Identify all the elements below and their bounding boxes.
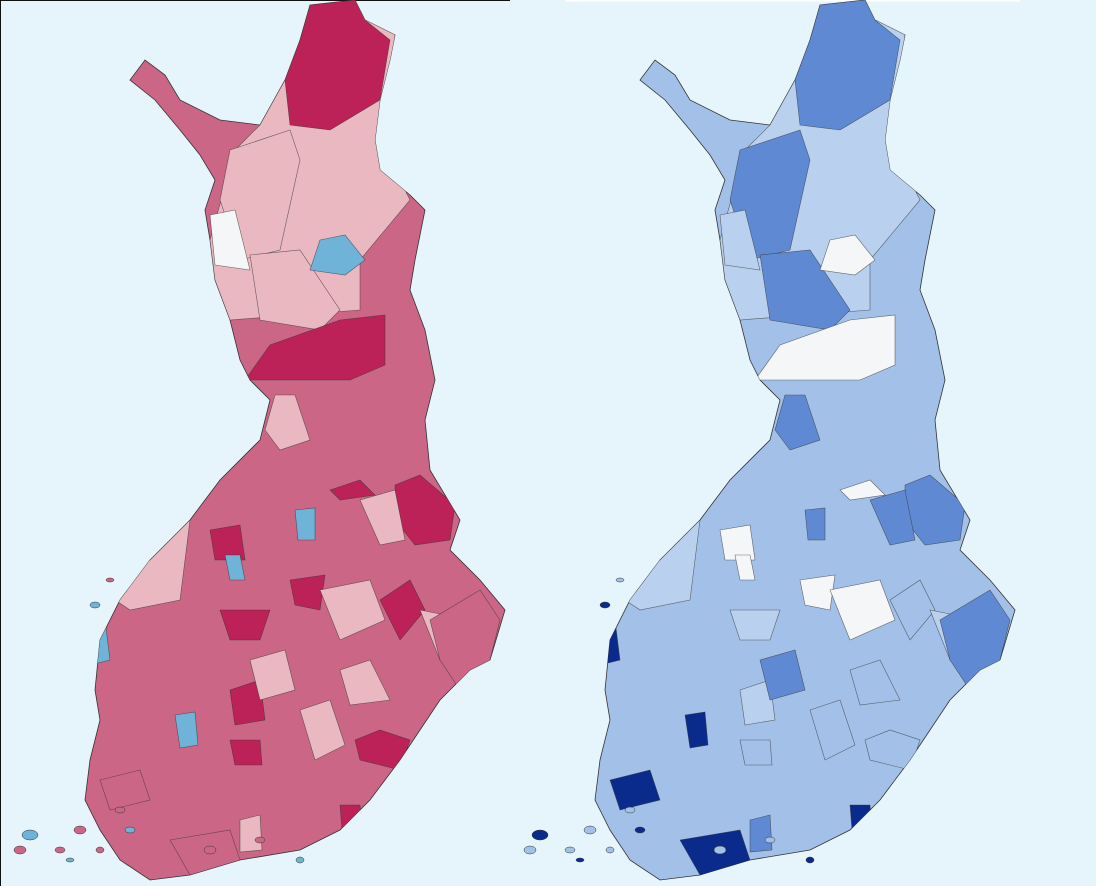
island <box>615 577 625 583</box>
municipality <box>379 579 426 641</box>
island <box>713 845 727 855</box>
municipality <box>719 524 756 561</box>
island <box>21 829 39 841</box>
municipality <box>289 574 326 611</box>
municipality <box>759 649 806 701</box>
island <box>583 825 597 835</box>
municipality <box>219 129 301 261</box>
municipality <box>869 489 916 546</box>
island <box>599 601 611 609</box>
municipality <box>799 574 836 611</box>
regions <box>85 0 501 876</box>
choropleth-map <box>523 0 1016 881</box>
municipality <box>754 314 896 381</box>
island <box>65 857 75 863</box>
municipality <box>224 554 246 581</box>
municipality <box>359 489 406 546</box>
island <box>105 577 115 583</box>
municipality <box>249 249 341 331</box>
island <box>575 857 585 863</box>
municipality <box>209 209 251 271</box>
island <box>295 856 305 864</box>
municipality <box>749 814 773 853</box>
municipality <box>264 394 311 451</box>
island <box>95 846 105 854</box>
island <box>564 846 576 854</box>
municipality <box>319 579 386 641</box>
choropleth-map <box>13 0 506 881</box>
municipality <box>99 769 151 811</box>
municipality <box>244 314 386 381</box>
municipality <box>849 659 901 706</box>
municipality <box>229 679 266 726</box>
municipality <box>249 649 296 701</box>
municipality <box>339 659 391 706</box>
municipality <box>729 609 781 641</box>
island <box>605 846 615 854</box>
municipality <box>609 769 661 811</box>
island <box>254 836 266 844</box>
island <box>54 846 66 854</box>
municipality <box>889 579 936 641</box>
municipality <box>174 711 199 749</box>
municipality <box>774 394 821 451</box>
island <box>124 826 136 834</box>
municipality <box>829 579 896 641</box>
regions <box>595 0 1011 876</box>
municipality <box>684 711 709 749</box>
municipality <box>239 814 263 853</box>
municipality <box>759 249 851 331</box>
municipality <box>739 739 773 766</box>
municipality <box>734 554 756 581</box>
municipality <box>729 129 811 261</box>
municipality <box>794 0 901 131</box>
municipality <box>839 479 886 501</box>
island <box>531 829 549 841</box>
island <box>624 806 636 814</box>
municipality <box>719 209 761 271</box>
municipality <box>329 479 376 501</box>
municipality <box>229 739 263 766</box>
island <box>805 856 815 864</box>
island <box>73 825 87 835</box>
island <box>203 845 217 855</box>
municipality <box>309 234 366 276</box>
island <box>764 836 776 844</box>
island <box>523 845 537 855</box>
municipality <box>804 507 826 541</box>
municipality <box>209 524 246 561</box>
island <box>89 601 101 609</box>
island <box>13 845 27 855</box>
municipality <box>299 699 346 761</box>
municipality <box>809 699 856 761</box>
municipality <box>219 609 271 641</box>
island <box>634 826 646 834</box>
municipality <box>819 234 876 276</box>
municipality <box>284 0 391 131</box>
island <box>114 806 126 814</box>
municipality <box>739 679 776 726</box>
municipality <box>294 507 316 541</box>
